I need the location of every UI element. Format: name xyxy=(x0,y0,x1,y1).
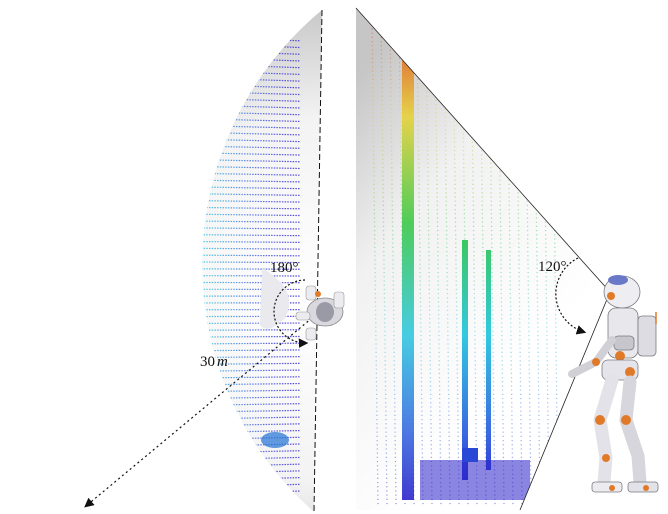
scan-line xyxy=(202,267,301,270)
right-fov-label: 120° xyxy=(538,259,567,275)
scan-line xyxy=(202,120,301,129)
scan-line xyxy=(202,349,301,353)
scan-line xyxy=(202,197,301,203)
scan-line xyxy=(202,246,301,250)
scan-line xyxy=(202,190,301,196)
scan-column xyxy=(371,19,379,506)
scan-line xyxy=(202,225,301,230)
scan-line xyxy=(202,36,301,49)
scan-line xyxy=(202,329,301,332)
scan-column xyxy=(425,19,433,506)
scan-line xyxy=(202,127,301,136)
left-scan-panel: 180° 30 m xyxy=(46,9,345,513)
scan-line xyxy=(202,477,301,486)
floor-obstacle-2 xyxy=(202,460,231,480)
floor-strip xyxy=(420,460,530,500)
right-scan-lower-edge xyxy=(519,291,611,511)
scan-line xyxy=(202,204,301,210)
scan-line xyxy=(202,369,301,374)
scan-line xyxy=(202,470,301,479)
scan-line xyxy=(202,423,301,430)
scan-line xyxy=(202,106,301,116)
scan-line xyxy=(202,141,301,149)
scan-line xyxy=(202,239,301,243)
scan-line xyxy=(202,483,301,493)
scan-line xyxy=(202,409,301,416)
scan-line xyxy=(202,429,301,437)
scan-line xyxy=(202,281,301,284)
scan-line xyxy=(202,253,301,257)
scan-line xyxy=(202,382,301,388)
right-fov-wedge xyxy=(356,8,610,510)
scan-line xyxy=(202,148,301,156)
scan-column xyxy=(434,19,442,506)
scan-line xyxy=(202,274,301,277)
range-value: 30 xyxy=(200,354,215,370)
scan-line xyxy=(202,450,301,458)
scan-line xyxy=(202,71,301,82)
robot-shadow-blob xyxy=(260,268,290,329)
scan-column xyxy=(389,19,397,506)
right-scan-upper-edge xyxy=(355,7,611,293)
range-line xyxy=(84,317,313,508)
left-fov-sector xyxy=(202,10,322,512)
robot-top-view xyxy=(295,285,345,341)
left-fov-arc xyxy=(273,279,309,348)
scan-line xyxy=(202,57,301,69)
left-scan-edge xyxy=(313,9,323,513)
scan-line xyxy=(202,403,301,409)
range-label: 30 m xyxy=(200,354,228,370)
scan-line xyxy=(202,64,301,75)
right-point-cloud xyxy=(371,19,559,506)
scan-line xyxy=(202,463,301,472)
scan-line xyxy=(202,416,301,423)
scan-line xyxy=(202,113,301,123)
scan-line xyxy=(202,456,301,465)
scan-line xyxy=(202,211,301,217)
mid-wall-pillar xyxy=(96,250,101,330)
near-wall xyxy=(402,60,414,500)
scan-line xyxy=(202,356,301,360)
right-scan-panel: 120° xyxy=(355,7,659,511)
scan-line xyxy=(202,29,301,42)
scan-line xyxy=(202,155,301,163)
scan-line xyxy=(202,92,301,102)
scan-column xyxy=(380,19,388,506)
scan-line xyxy=(202,162,301,170)
door-post-2 xyxy=(486,250,491,470)
scan-line xyxy=(202,335,301,339)
scan-line xyxy=(202,50,301,62)
scan-line xyxy=(202,490,301,500)
far-wall-column xyxy=(86,120,94,500)
scan-line xyxy=(202,43,301,55)
scan-line xyxy=(202,362,301,367)
scan-line xyxy=(202,315,301,318)
door-post xyxy=(462,240,468,480)
right-fov-arc xyxy=(555,257,587,335)
scan-line xyxy=(202,260,301,264)
scan-line xyxy=(202,99,301,109)
scan-line xyxy=(202,342,301,346)
scan-line xyxy=(202,169,301,176)
scan-line xyxy=(202,232,301,237)
scan-line xyxy=(202,218,301,223)
door-frame xyxy=(92,230,106,430)
humanoid-robot xyxy=(568,275,659,493)
scan-line xyxy=(202,183,301,190)
left-fov-label: 180° xyxy=(270,260,299,276)
scan-line xyxy=(202,389,301,395)
scan-line xyxy=(202,176,301,183)
floor-obstacle xyxy=(261,432,289,448)
range-unit: m xyxy=(217,354,228,370)
far-wall-segment xyxy=(46,150,60,480)
scan-column xyxy=(416,19,424,506)
scan-line xyxy=(202,436,301,444)
scan-line xyxy=(202,376,301,381)
scan-line xyxy=(202,85,301,96)
scan-line xyxy=(202,322,301,325)
scan-line xyxy=(202,396,301,402)
floor-box xyxy=(462,448,478,462)
scan-line xyxy=(202,134,301,143)
